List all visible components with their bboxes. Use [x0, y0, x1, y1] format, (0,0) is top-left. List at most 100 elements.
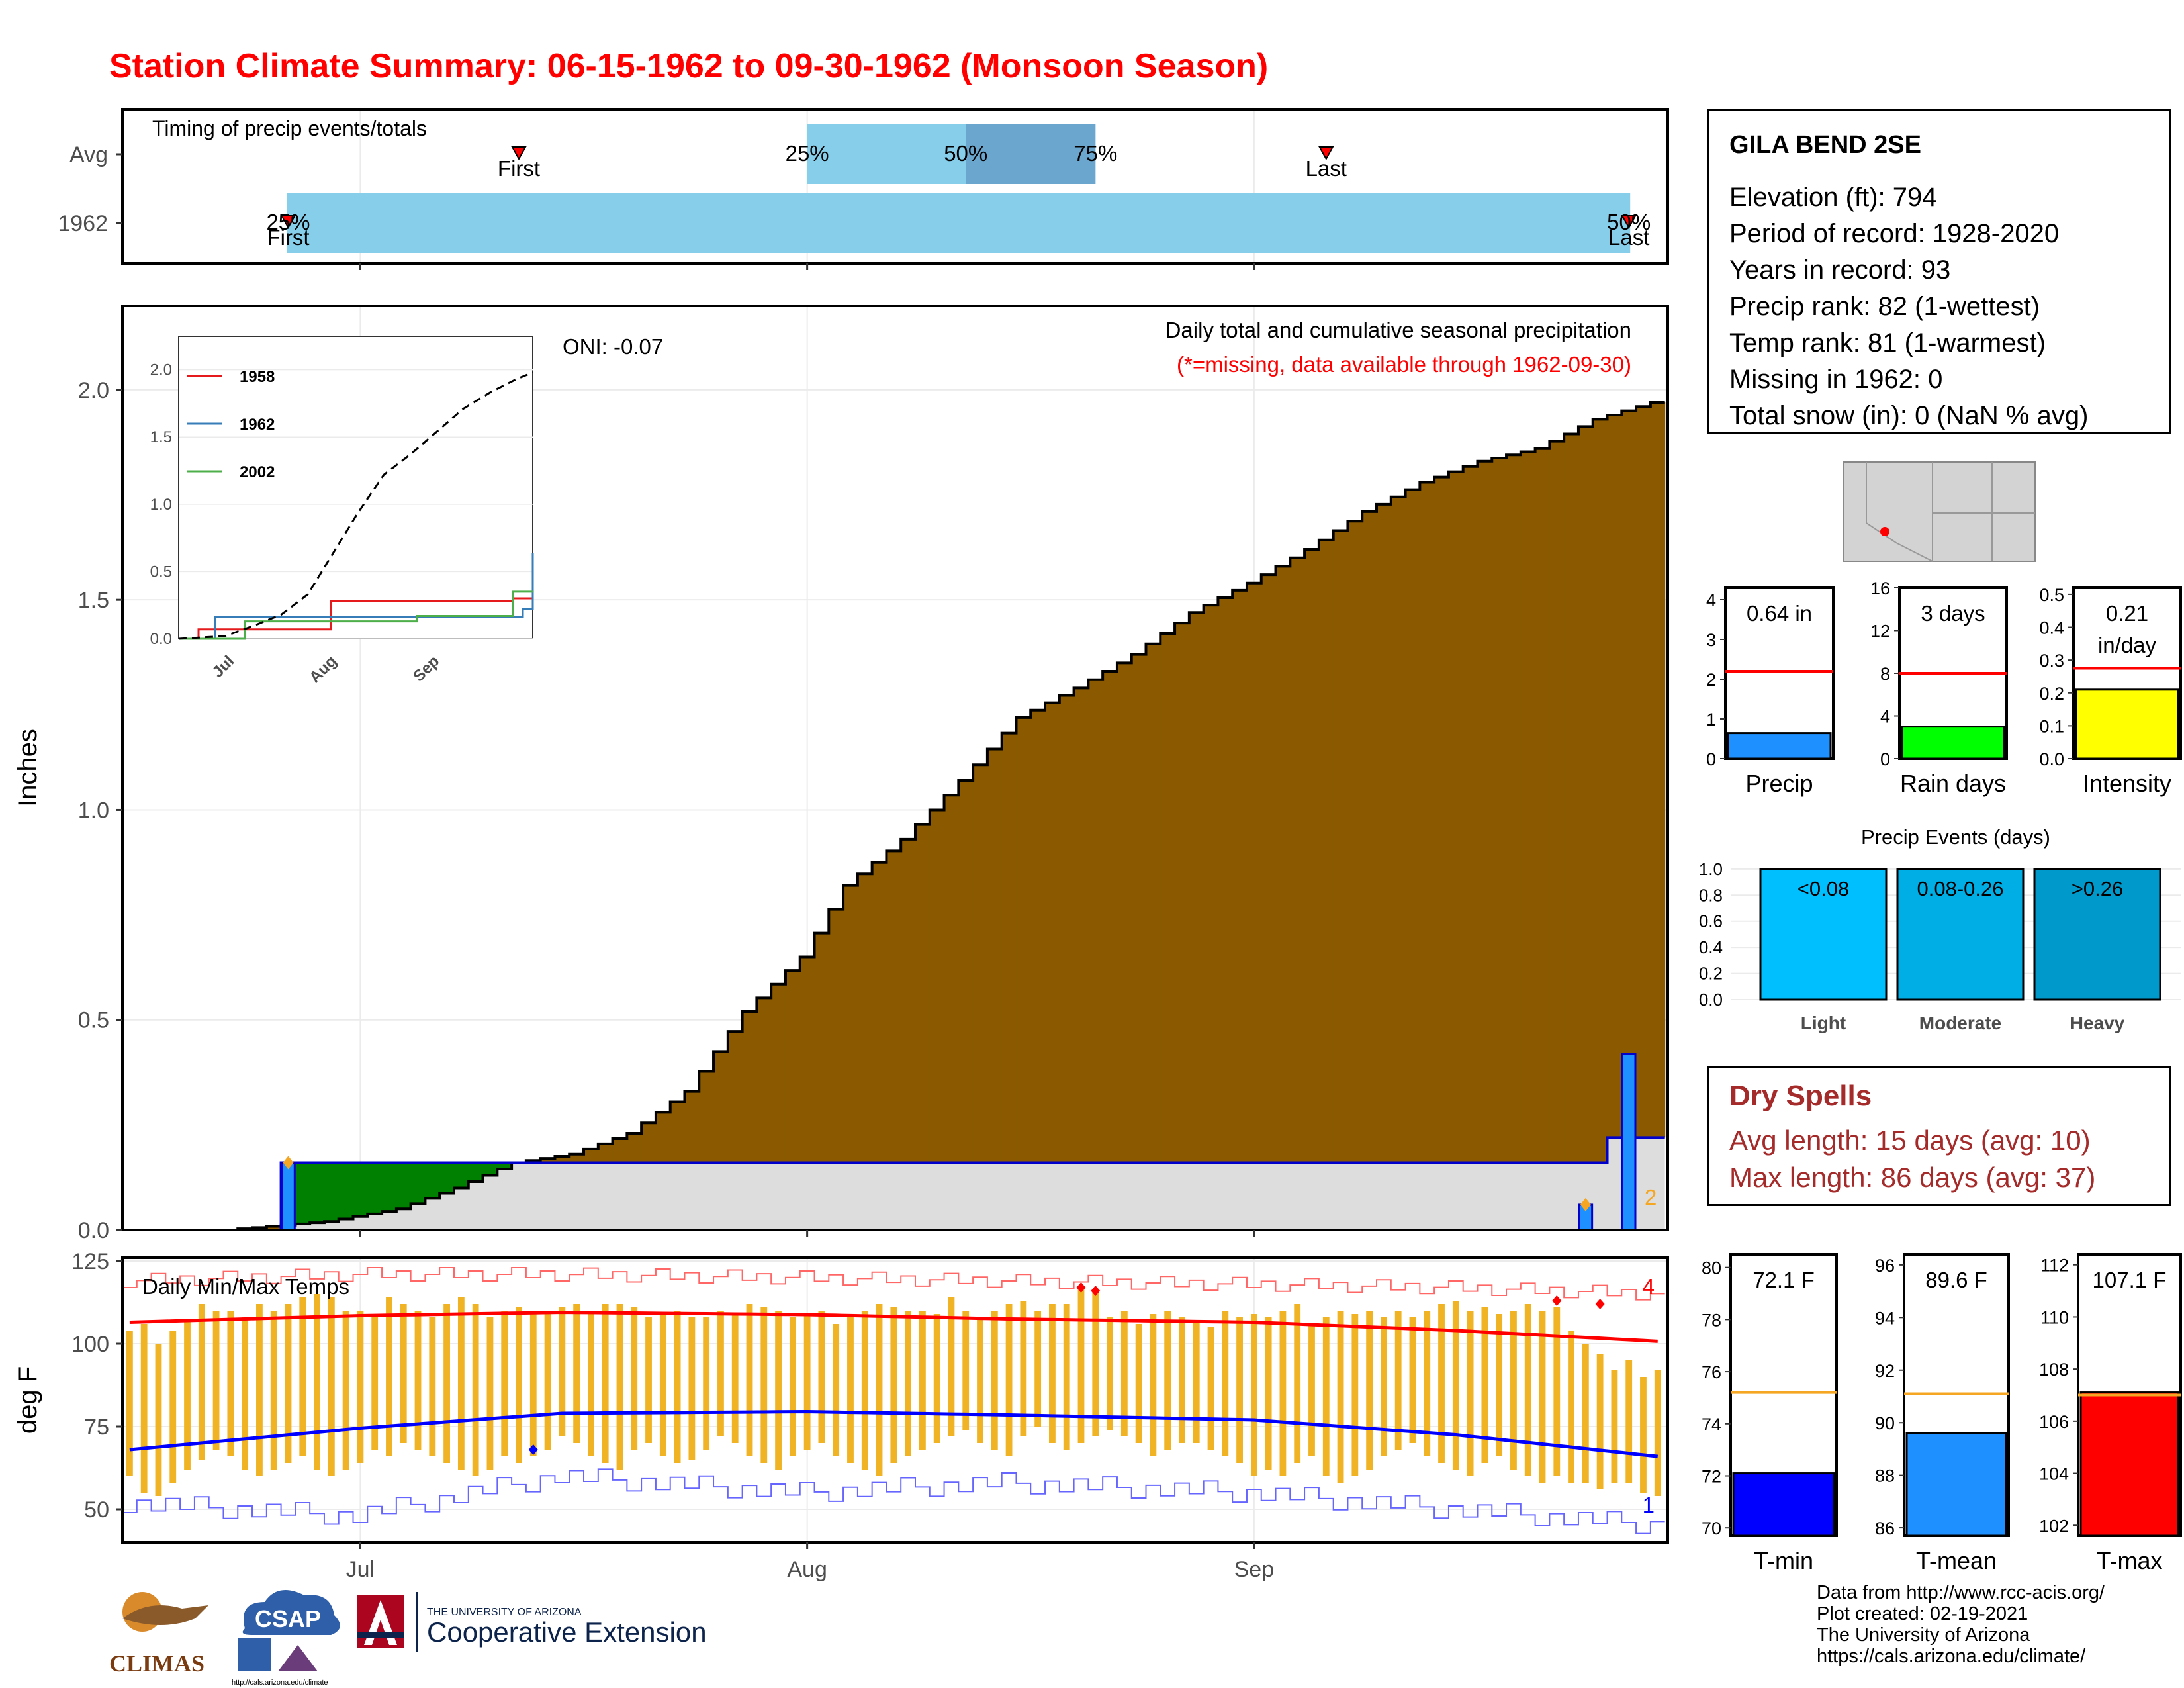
y-tick-label: 88 [1875, 1466, 1895, 1486]
map-background [1843, 461, 2036, 562]
ua-line1: THE UNIVERSITY OF ARIZONA [427, 1607, 582, 1618]
temp-range-bar [1351, 1314, 1359, 1476]
csap-logo: CSAP http://cals.arizona.edu/climate [232, 1590, 340, 1687]
temp-range-bar [285, 1304, 292, 1463]
deficit-area [1045, 702, 1060, 1163]
temp-range-bar [645, 1317, 652, 1443]
timing-avg-last-label: Last [1306, 156, 1347, 181]
temp-range-bar [602, 1304, 609, 1463]
deficit-area [1420, 482, 1435, 1163]
deficit-area [886, 851, 901, 1163]
temp-range-bar [616, 1304, 623, 1470]
deficit-area [785, 970, 801, 1163]
deficit-area [1189, 612, 1205, 1163]
precip-panel-frame [121, 305, 1669, 1231]
y-tick-label: 86 [1875, 1519, 1895, 1538]
temp-range-bar [184, 1321, 191, 1470]
temp-range-bar [429, 1317, 436, 1456]
y-tick-label: 0 [1706, 749, 1716, 769]
temp-range-bar [1294, 1304, 1301, 1463]
station-temp-rank: Temp rank: 81 (1-warmest) [1729, 328, 2046, 357]
temp-range-bar [1524, 1304, 1531, 1476]
ua-logo: THE UNIVERSITY OF ARIZONA Cooperative Ex… [357, 1592, 707, 1652]
y-tick-label: 100 [71, 1332, 109, 1357]
temp-range-bar [890, 1307, 897, 1463]
timing-avg-last-marker [1318, 146, 1334, 161]
temp-range-bar [1034, 1311, 1042, 1427]
x-tick-label: Sep [1234, 1557, 1275, 1582]
temp-range-bar [573, 1304, 580, 1443]
deficit-area [555, 1156, 570, 1163]
temp-range-bar [731, 1314, 739, 1443]
record-high-marker [1552, 1295, 1562, 1306]
y-tick-label: 112 [2040, 1256, 2069, 1276]
csap-url: http://cals.arizona.edu/climate [232, 1679, 328, 1687]
surplus-area [468, 1162, 484, 1182]
temp-range-bar [342, 1311, 349, 1470]
intensity-value-unit: in/day [2098, 633, 2157, 657]
deficit-area [569, 1154, 584, 1163]
t_mean-label: T-mean [1916, 1547, 1997, 1574]
deficit-area [1448, 471, 1464, 1163]
station-precip-rank: Precip rank: 82 (1-wettest) [1729, 292, 2040, 321]
y-tick-label: 106 [2039, 1412, 2069, 1432]
deficit-area [1564, 434, 1579, 1163]
deficit-area [1333, 530, 1349, 1163]
temp-range-bar [1279, 1311, 1287, 1476]
temp-range-bar [1366, 1311, 1373, 1470]
y-tick-label: 94 [1875, 1308, 1895, 1328]
inset-y-tick-label: 1.5 [150, 428, 172, 446]
deficit-area [1318, 539, 1334, 1163]
dry-spells-box: Dry Spells Avg length: 15 days (avg: 10)… [1707, 1066, 2171, 1206]
surplus-area [425, 1162, 440, 1199]
timing-year-last-marker [1621, 215, 1637, 230]
missing-count: 2 [1645, 1185, 1657, 1209]
deficit-area [1347, 521, 1363, 1163]
temp-range-bar [1020, 1301, 1027, 1436]
temp-range-bar [414, 1311, 422, 1450]
temp-range-bar [501, 1311, 508, 1456]
inset-x-tick-label: Aug [306, 652, 340, 686]
credit-line: Data from http://www.rcc-acis.org/ [1817, 1582, 2105, 1603]
chart-title: Station Climate Summary: 06-15-1962 to 0… [109, 47, 1269, 85]
avg-cumulative-line [122, 400, 1665, 1231]
y-tick-label: 76 [1702, 1362, 1721, 1382]
precip-event-category: Light [1801, 1013, 1846, 1033]
inset-avg-line [178, 371, 533, 640]
y-tick-label: 70 [1702, 1519, 1721, 1538]
temp-range-bar [1207, 1327, 1214, 1450]
temp-range-bar [948, 1297, 955, 1436]
precip-event-bar [2033, 868, 2161, 1001]
y-axis-label: Inches [13, 729, 42, 807]
record-high-marker [1076, 1282, 1086, 1293]
surplus-area [310, 1162, 325, 1223]
deficit-area [1549, 441, 1565, 1163]
timing-avg-q25: 25% [786, 141, 829, 165]
temp-range-bar [803, 1314, 811, 1450]
temp-range-bar [674, 1311, 681, 1463]
credit-line: The University of Arizona [1817, 1624, 2030, 1646]
deficit-area [1232, 590, 1248, 1163]
deficit-area [1290, 557, 1305, 1163]
deficit-area [1016, 717, 1031, 1163]
climas-wave-icon [122, 1605, 208, 1625]
t_min-panel: 70 72 74 76 78 80 72.1 F T-min [1702, 1253, 1838, 1574]
temp-range-bar [847, 1317, 854, 1463]
surplus-area [482, 1162, 498, 1176]
record-max-line [122, 1267, 1665, 1301]
temp-range-bar [457, 1297, 465, 1470]
rain_days-label: Rain days [1900, 770, 2006, 797]
temp-panel: 50 75 100 125 Jul Aug Sep Daily Min/Max Temps de… [13, 1249, 1669, 1582]
deficit-area [1650, 402, 1666, 1138]
temp-range-bar [1135, 1324, 1142, 1443]
timing-avg-first-marker [511, 146, 527, 161]
station-years: Years in record: 93 [1729, 256, 1951, 285]
surplus-area [324, 1162, 340, 1222]
csap-wordmark: CSAP [255, 1605, 321, 1632]
temp-range-bar [1467, 1311, 1474, 1476]
deficit-area [1636, 406, 1651, 1138]
temp-range-bar [169, 1331, 177, 1483]
credit-line: https://cals.arizona.edu/climate/ [1817, 1646, 2086, 1667]
y-tick-label: 110 [2040, 1307, 2069, 1327]
